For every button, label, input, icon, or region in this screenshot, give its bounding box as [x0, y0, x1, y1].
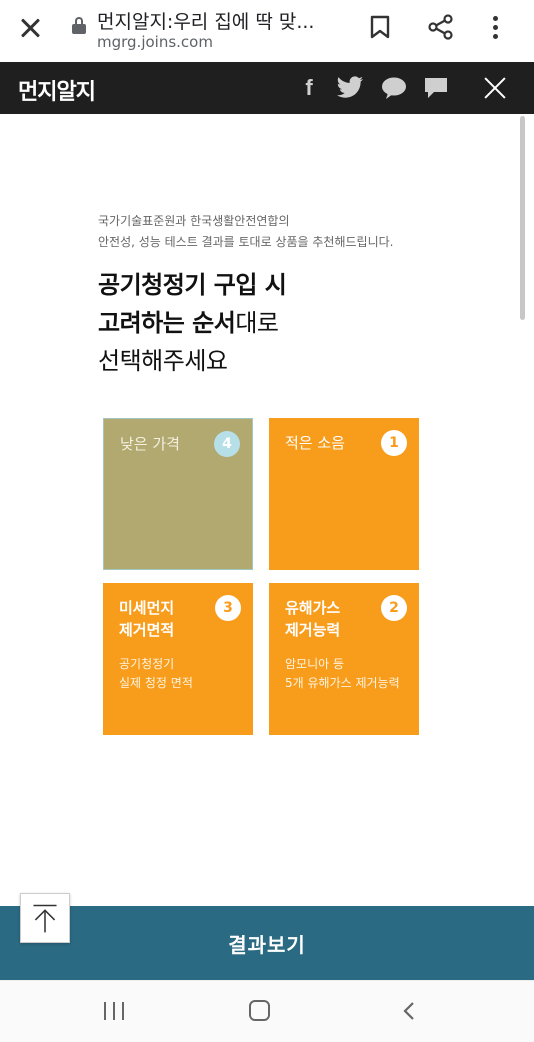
result-button[interactable]: 결과보기	[0, 906, 534, 980]
headline-line-2-strong: 고려하는 순서	[98, 309, 236, 337]
intro-line: 국가기술표준원과 한국생활안전연합의	[98, 214, 290, 228]
card-label: 유해가스 제거능력	[285, 597, 385, 641]
card-description: 공기청정기 실제 청정 면적	[119, 655, 237, 693]
priority-card-dust-area[interactable]: 미세먼지 제거면적 공기청정기 실제 청정 면적 3	[103, 583, 253, 735]
close-icon[interactable]	[481, 74, 509, 102]
twitter-icon[interactable]	[336, 76, 364, 100]
intro-line: 안전성, 성능 테스트 결과를 토대로 상품을 추천해드립니다.	[98, 235, 394, 249]
intro-text: 국가기술표준원과 한국생활안전연합의 안전성, 성능 테스트 결과를 토대로 상…	[98, 211, 393, 253]
card-label-line: 제거능력	[285, 621, 341, 639]
priority-card-low-price[interactable]: 낮은 가격 4	[103, 418, 253, 570]
card-label: 낮은 가격	[120, 435, 180, 453]
card-label: 미세먼지 제거면적	[119, 597, 219, 641]
page-headline: 공기청정기 구입 시 고려하는 순서대로 선택해주세요	[93, 266, 293, 380]
site-logo[interactable]: 먼지알지	[18, 80, 96, 105]
card-desc-line: 5개 유해가스 제거능력	[285, 676, 400, 690]
bookmark-icon[interactable]	[370, 15, 390, 39]
card-desc-line: 공기청정기	[119, 657, 175, 671]
priority-card-gas-removal[interactable]: 유해가스 제거능력 암모니아 등 5개 유해가스 제거능력 2	[269, 583, 419, 735]
rank-badge: 2	[381, 595, 407, 621]
card-label-line: 제거면적	[119, 621, 175, 639]
rank-badge: 4	[214, 431, 240, 457]
rank-badge: 3	[215, 595, 241, 621]
android-navigation-bar	[0, 980, 534, 1042]
browser-toolbar: 먼지알지:우리 집에 딱 맞... mgrg.joins.com	[0, 0, 534, 62]
result-button-label: 결과보기	[228, 932, 306, 957]
back-icon[interactable]	[400, 1001, 420, 1021]
card-label: 적은 소음	[285, 434, 345, 452]
headline-line-2-light: 대로	[235, 309, 279, 337]
facebook-icon[interactable]: f	[305, 75, 313, 100]
priority-card-low-noise[interactable]: 적은 소음 1	[269, 418, 419, 570]
headline-line-1: 공기청정기 구입 시	[93, 266, 293, 304]
site-header: 먼지알지 f	[0, 62, 534, 114]
lock-icon	[72, 17, 86, 34]
message-icon[interactable]	[423, 76, 449, 100]
browser-url[interactable]: mgrg.joins.com	[97, 33, 213, 51]
share-icon[interactable]	[428, 14, 454, 40]
close-tab-icon[interactable]	[16, 14, 44, 42]
headline-line-3: 선택해주세요	[98, 347, 228, 375]
kakaotalk-icon[interactable]	[381, 76, 407, 100]
scroll-to-top-button[interactable]	[20, 893, 70, 943]
rank-badge: 1	[381, 430, 407, 456]
card-desc-line: 암모니아 등	[285, 657, 345, 671]
card-label-line: 미세먼지	[119, 599, 175, 617]
card-description: 암모니아 등 5개 유해가스 제거능력	[285, 655, 403, 693]
scrollbar[interactable]	[520, 116, 525, 320]
card-label-line: 유해가스	[285, 599, 341, 617]
card-desc-line: 실제 청정 면적	[119, 676, 193, 690]
home-icon[interactable]	[249, 1000, 270, 1021]
browser-page-title: 먼지알지:우리 집에 딱 맞...	[97, 11, 315, 33]
more-options-icon[interactable]	[488, 14, 502, 40]
recent-apps-icon[interactable]	[104, 1002, 124, 1020]
